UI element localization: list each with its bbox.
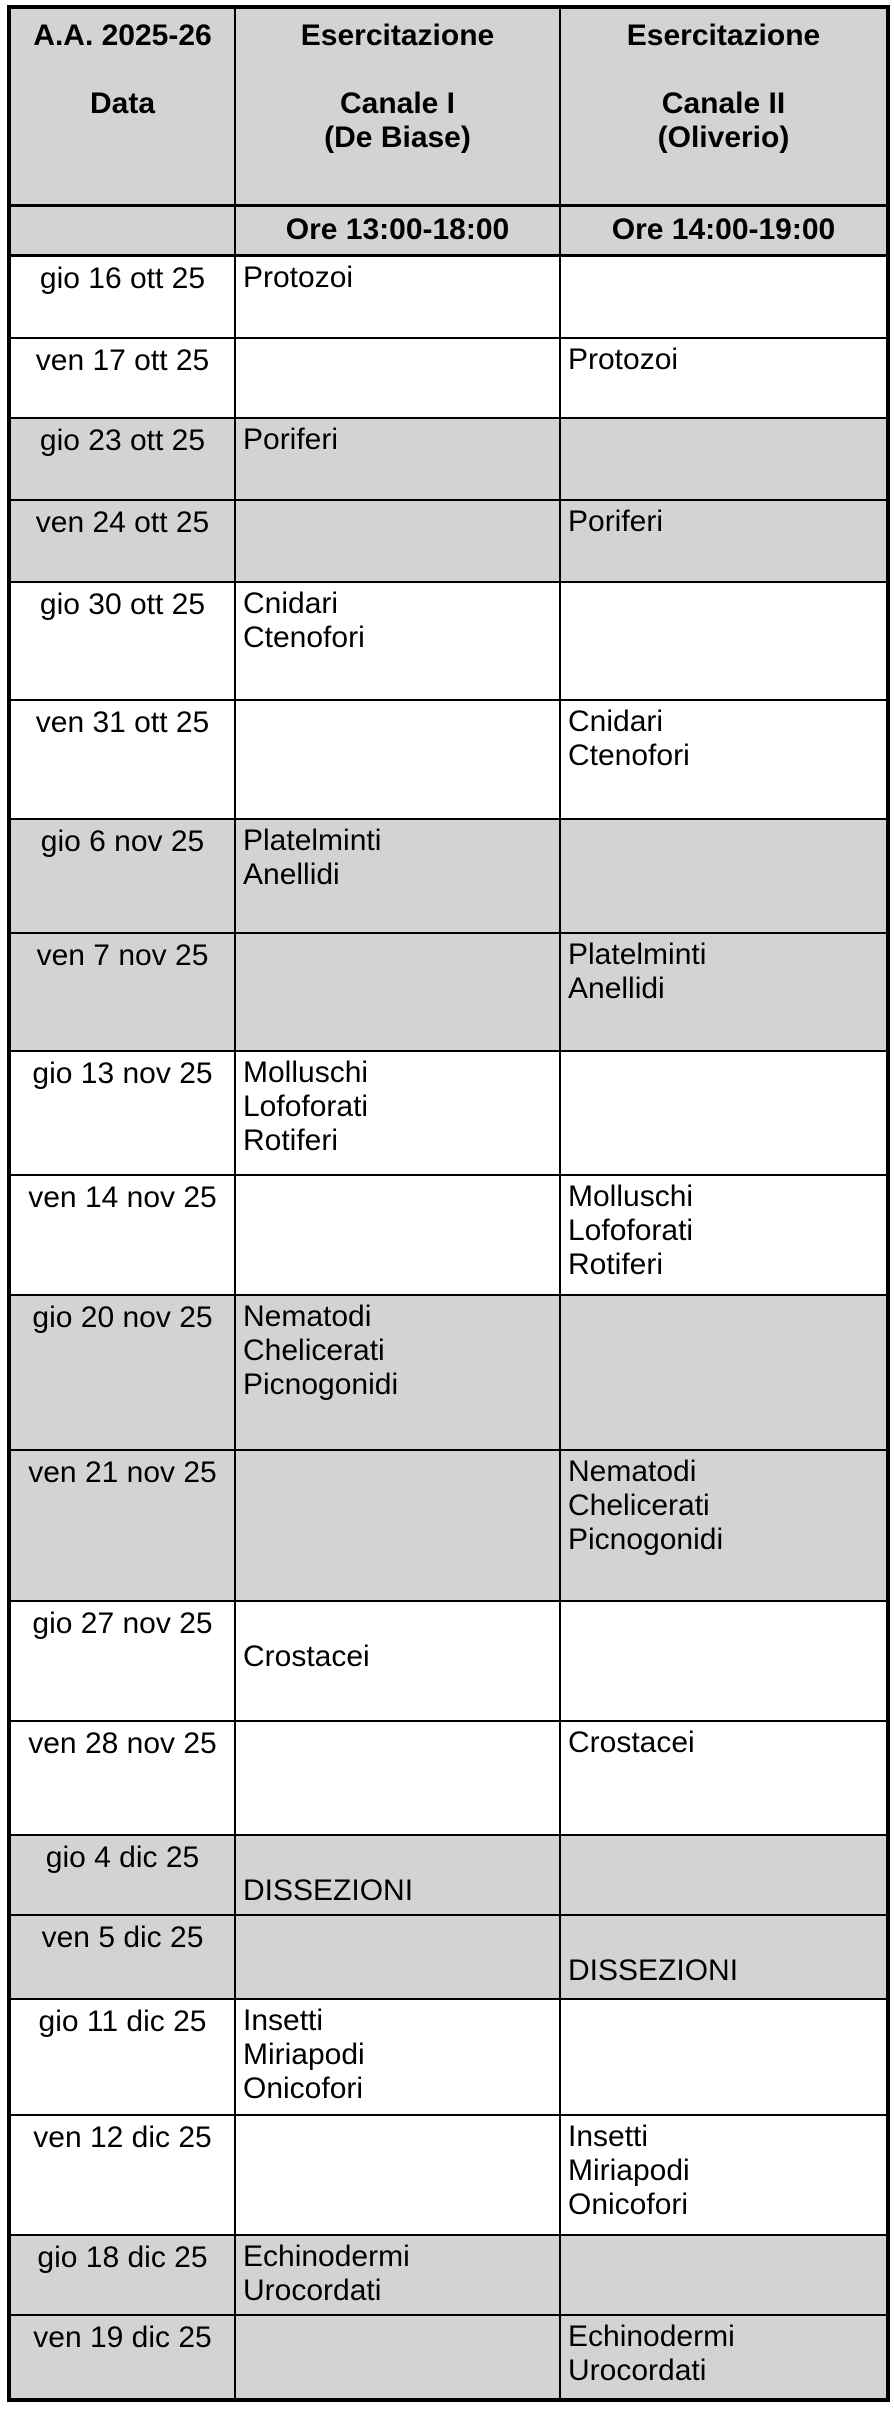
header-time-row: Ore 13:00-18:00 Ore 14:00-19:00 — [8, 204, 889, 257]
canale2-cell — [559, 581, 889, 701]
table-row: gio 20 nov 25 Nematodi Chelicerati Picno… — [8, 1294, 889, 1451]
canale1-cell — [234, 1449, 561, 1602]
date-cell: gio 13 nov 25 — [8, 1050, 236, 1176]
canale1-cell — [234, 1720, 561, 1836]
date-cell: gio 16 ott 25 — [8, 254, 236, 339]
header-canale2-time: Ore 14:00-19:00 — [559, 204, 889, 257]
date-cell: ven 5 dic 25 — [8, 1914, 236, 2000]
canale1-cell — [234, 1174, 561, 1296]
canale1-cell: Nematodi Chelicerati Picnogonidi — [234, 1294, 561, 1451]
table-row: gio 16 ott 25 Protozoi — [8, 254, 889, 339]
date-cell: gio 20 nov 25 — [8, 1294, 236, 1451]
canale2-cell: Echinodermi Urocordati — [559, 2314, 889, 2401]
date-cell: ven 19 dic 25 — [8, 2314, 236, 2401]
date-cell: gio 23 ott 25 — [8, 417, 236, 501]
canale1-cell — [234, 337, 561, 419]
date-cell: gio 6 nov 25 — [8, 818, 236, 934]
canale2-cell: Protozoi — [559, 337, 889, 419]
canale2-cell: Insetti Miriapodi Onicofori — [559, 2114, 889, 2236]
canale2-cell — [559, 1834, 889, 1916]
date-cell: ven 17 ott 25 — [8, 337, 236, 419]
table-row: gio 23 ott 25 Poriferi — [8, 417, 889, 501]
table-row: ven 31 ott 25 Cnidari Ctenofori — [8, 699, 889, 820]
canale1-cell: DISSEZIONI — [234, 1834, 561, 1916]
canale1-cell: Platelminti Anellidi — [234, 818, 561, 934]
canale2-cell: Platelminti Anellidi — [559, 932, 889, 1052]
date-cell: ven 28 nov 25 — [8, 1720, 236, 1836]
table-row: gio 4 dic 25 DISSEZIONI — [8, 1834, 889, 1916]
canale2-cell: Cnidari Ctenofori — [559, 699, 889, 820]
table-row: ven 21 nov 25 Nematodi Chelicerati Picno… — [8, 1449, 889, 1602]
canale2-cell: Molluschi Lofoforati Rotiferi — [559, 1174, 889, 1296]
date-cell: gio 27 nov 25 — [8, 1600, 236, 1722]
table-row: ven 24 ott 25 Poriferi — [8, 499, 889, 583]
table-row: ven 19 dic 25 Echinodermi Urocordati — [8, 2314, 889, 2401]
table-row: gio 18 dic 25 Echinodermi Urocordati — [8, 2234, 889, 2316]
canale2-cell — [559, 417, 889, 501]
canale1-cell — [234, 699, 561, 820]
canale1-cell: Crostacei — [234, 1600, 561, 1722]
canale2-cell: Crostacei — [559, 1720, 889, 1836]
table-row: gio 27 nov 25 Crostacei — [8, 1600, 889, 1722]
canale1-cell — [234, 2314, 561, 2401]
canale2-cell: Nematodi Chelicerati Picnogonidi — [559, 1449, 889, 1602]
header-row: A.A. 2025-26 Data Esercitazione Canale I… — [8, 6, 889, 207]
date-cell: ven 21 nov 25 — [8, 1449, 236, 1602]
table-row: ven 7 nov 25 Platelminti Anellidi — [8, 932, 889, 1052]
canale1-cell — [234, 932, 561, 1052]
canale1-cell: Protozoi — [234, 254, 561, 339]
canale2-cell — [559, 2234, 889, 2316]
date-cell: ven 12 dic 25 — [8, 2114, 236, 2236]
date-cell: ven 31 ott 25 — [8, 699, 236, 820]
table-row: ven 28 nov 25 Crostacei — [8, 1720, 889, 1836]
table-row: ven 12 dic 25 Insetti Miriapodi Onicofor… — [8, 2114, 889, 2236]
canale2-cell: DISSEZIONI — [559, 1914, 889, 2000]
table-row: gio 6 nov 25 Platelminti Anellidi — [8, 818, 889, 934]
canale2-cell: Poriferi — [559, 499, 889, 583]
canale2-cell — [559, 1600, 889, 1722]
header-time-empty-cell — [8, 204, 236, 257]
canale1-cell: Echinodermi Urocordati — [234, 2234, 561, 2316]
header-canale2-column: Esercitazione Canale II (Oliverio) — [559, 6, 889, 207]
date-cell: ven 24 ott 25 — [8, 499, 236, 583]
date-cell: ven 14 nov 25 — [8, 1174, 236, 1296]
canale2-cell — [559, 818, 889, 934]
canale1-cell: Insetti Miriapodi Onicofori — [234, 1998, 561, 2116]
canale2-cell — [559, 1050, 889, 1176]
exercise-schedule-table: A.A. 2025-26 Data Esercitazione Canale I… — [7, 5, 890, 2402]
header-canale1-column: Esercitazione Canale I (De Biase) — [234, 6, 561, 207]
table-row: ven 17 ott 25 Protozoi — [8, 337, 889, 419]
date-cell: gio 30 ott 25 — [8, 581, 236, 701]
canale2-cell — [559, 1294, 889, 1451]
canale1-cell — [234, 2114, 561, 2236]
canale1-cell: Molluschi Lofoforati Rotiferi — [234, 1050, 561, 1176]
table-row: gio 11 dic 25 Insetti Miriapodi Onicofor… — [8, 1998, 889, 2116]
header-date-column: A.A. 2025-26 Data — [8, 6, 236, 207]
date-cell: gio 4 dic 25 — [8, 1834, 236, 1916]
date-cell: gio 18 dic 25 — [8, 2234, 236, 2316]
table-row: gio 13 nov 25 Molluschi Lofoforati Rotif… — [8, 1050, 889, 1176]
canale1-cell — [234, 499, 561, 583]
canale2-cell — [559, 254, 889, 339]
date-cell: gio 11 dic 25 — [8, 1998, 236, 2116]
canale1-cell: Poriferi — [234, 417, 561, 501]
canale1-cell — [234, 1914, 561, 2000]
table-row: ven 5 dic 25 DISSEZIONI — [8, 1914, 889, 2000]
date-cell: ven 7 nov 25 — [8, 932, 236, 1052]
table-row: gio 30 ott 25 Cnidari Ctenofori — [8, 581, 889, 701]
table-row: ven 14 nov 25 Molluschi Lofoforati Rotif… — [8, 1174, 889, 1296]
canale1-cell: Cnidari Ctenofori — [234, 581, 561, 701]
canale2-cell — [559, 1998, 889, 2116]
header-canale1-time: Ore 13:00-18:00 — [234, 204, 561, 257]
